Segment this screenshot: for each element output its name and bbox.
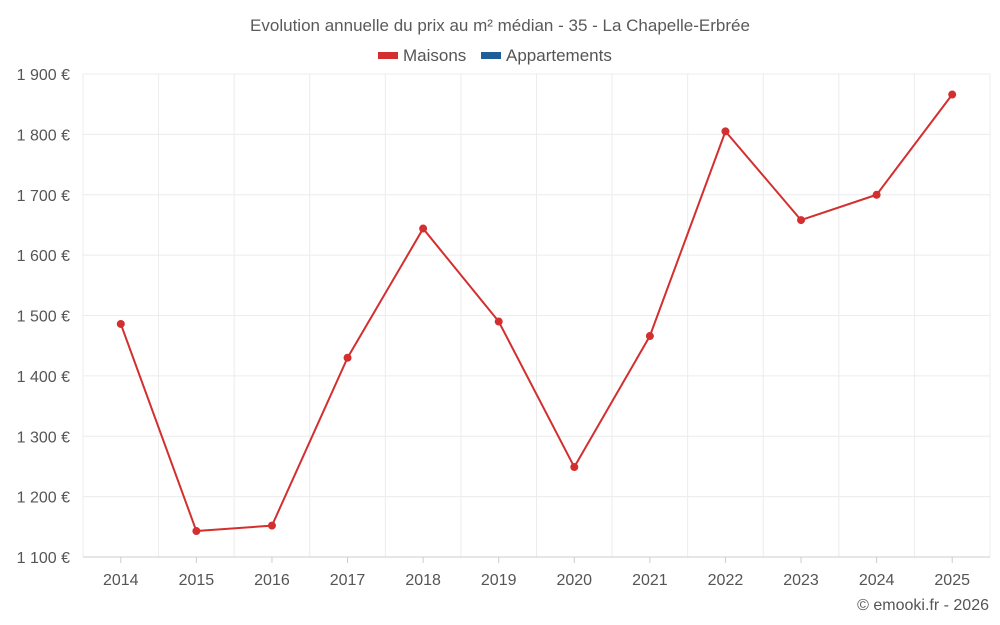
axis-layer: 1 100 € 1 200 € 1 300 € 1 400 € 1 500 € 1 600… xyxy=(17,67,990,589)
data-point[interactable] xyxy=(267,521,276,530)
y-tick-label: 1 700 € xyxy=(17,188,70,205)
legend-label-maisons: Maisons xyxy=(403,46,466,65)
legend[interactable]: Maisons Appartements xyxy=(378,46,612,65)
data-point[interactable] xyxy=(797,216,806,225)
data-point[interactable] xyxy=(948,90,957,99)
data-point[interactable] xyxy=(494,317,503,326)
x-tick-label: 2021 xyxy=(632,572,668,589)
x-tick-label: 2024 xyxy=(859,572,895,589)
data-point[interactable] xyxy=(343,353,352,362)
series-line-maisons xyxy=(119,93,954,533)
y-tick-label: 1 300 € xyxy=(17,429,70,446)
y-tick-label: 1 400 € xyxy=(17,369,70,386)
x-tick-label: 2017 xyxy=(330,572,366,589)
legend-swatch-appartements xyxy=(481,52,501,59)
y-tick-label: 1 500 € xyxy=(17,309,70,326)
x-tick-label: 2016 xyxy=(254,572,290,589)
data-point[interactable] xyxy=(192,527,201,536)
legend-label-appartements: Appartements xyxy=(506,46,612,65)
y-tick-label: 1 100 € xyxy=(17,550,70,567)
y-tick-label: 1 600 € xyxy=(17,248,70,265)
x-tick-label: 2025 xyxy=(934,572,970,589)
data-point[interactable] xyxy=(645,332,654,341)
data-point[interactable] xyxy=(570,463,579,472)
series-layer xyxy=(116,90,957,536)
chart-title: Evolution annuelle du prix au m² médian … xyxy=(250,16,750,35)
legend-item-maisons[interactable]: Maisons xyxy=(378,46,466,65)
data-point[interactable] xyxy=(116,319,125,328)
x-tick-label: 2018 xyxy=(405,572,441,589)
legend-item-appartements[interactable]: Appartements xyxy=(481,46,612,65)
y-tick-label: 1 200 € xyxy=(17,490,70,507)
x-tick-label: 2019 xyxy=(481,572,517,589)
grid-layer xyxy=(82,73,991,557)
x-tick-label: 2020 xyxy=(556,572,592,589)
x-tick-label: 2023 xyxy=(783,572,819,589)
x-tick-label: 2022 xyxy=(708,572,744,589)
data-point[interactable] xyxy=(419,224,428,233)
y-tick-label: 1 800 € xyxy=(17,127,70,144)
data-point[interactable] xyxy=(872,190,881,199)
copyright-credit: © emooki.fr - 2026 xyxy=(857,597,989,614)
x-tick-label: 2015 xyxy=(179,572,215,589)
legend-swatch-maisons xyxy=(378,52,398,59)
y-tick-label: 1 900 € xyxy=(17,67,70,84)
data-point[interactable] xyxy=(721,127,730,136)
x-tick-label: 2014 xyxy=(103,572,139,589)
